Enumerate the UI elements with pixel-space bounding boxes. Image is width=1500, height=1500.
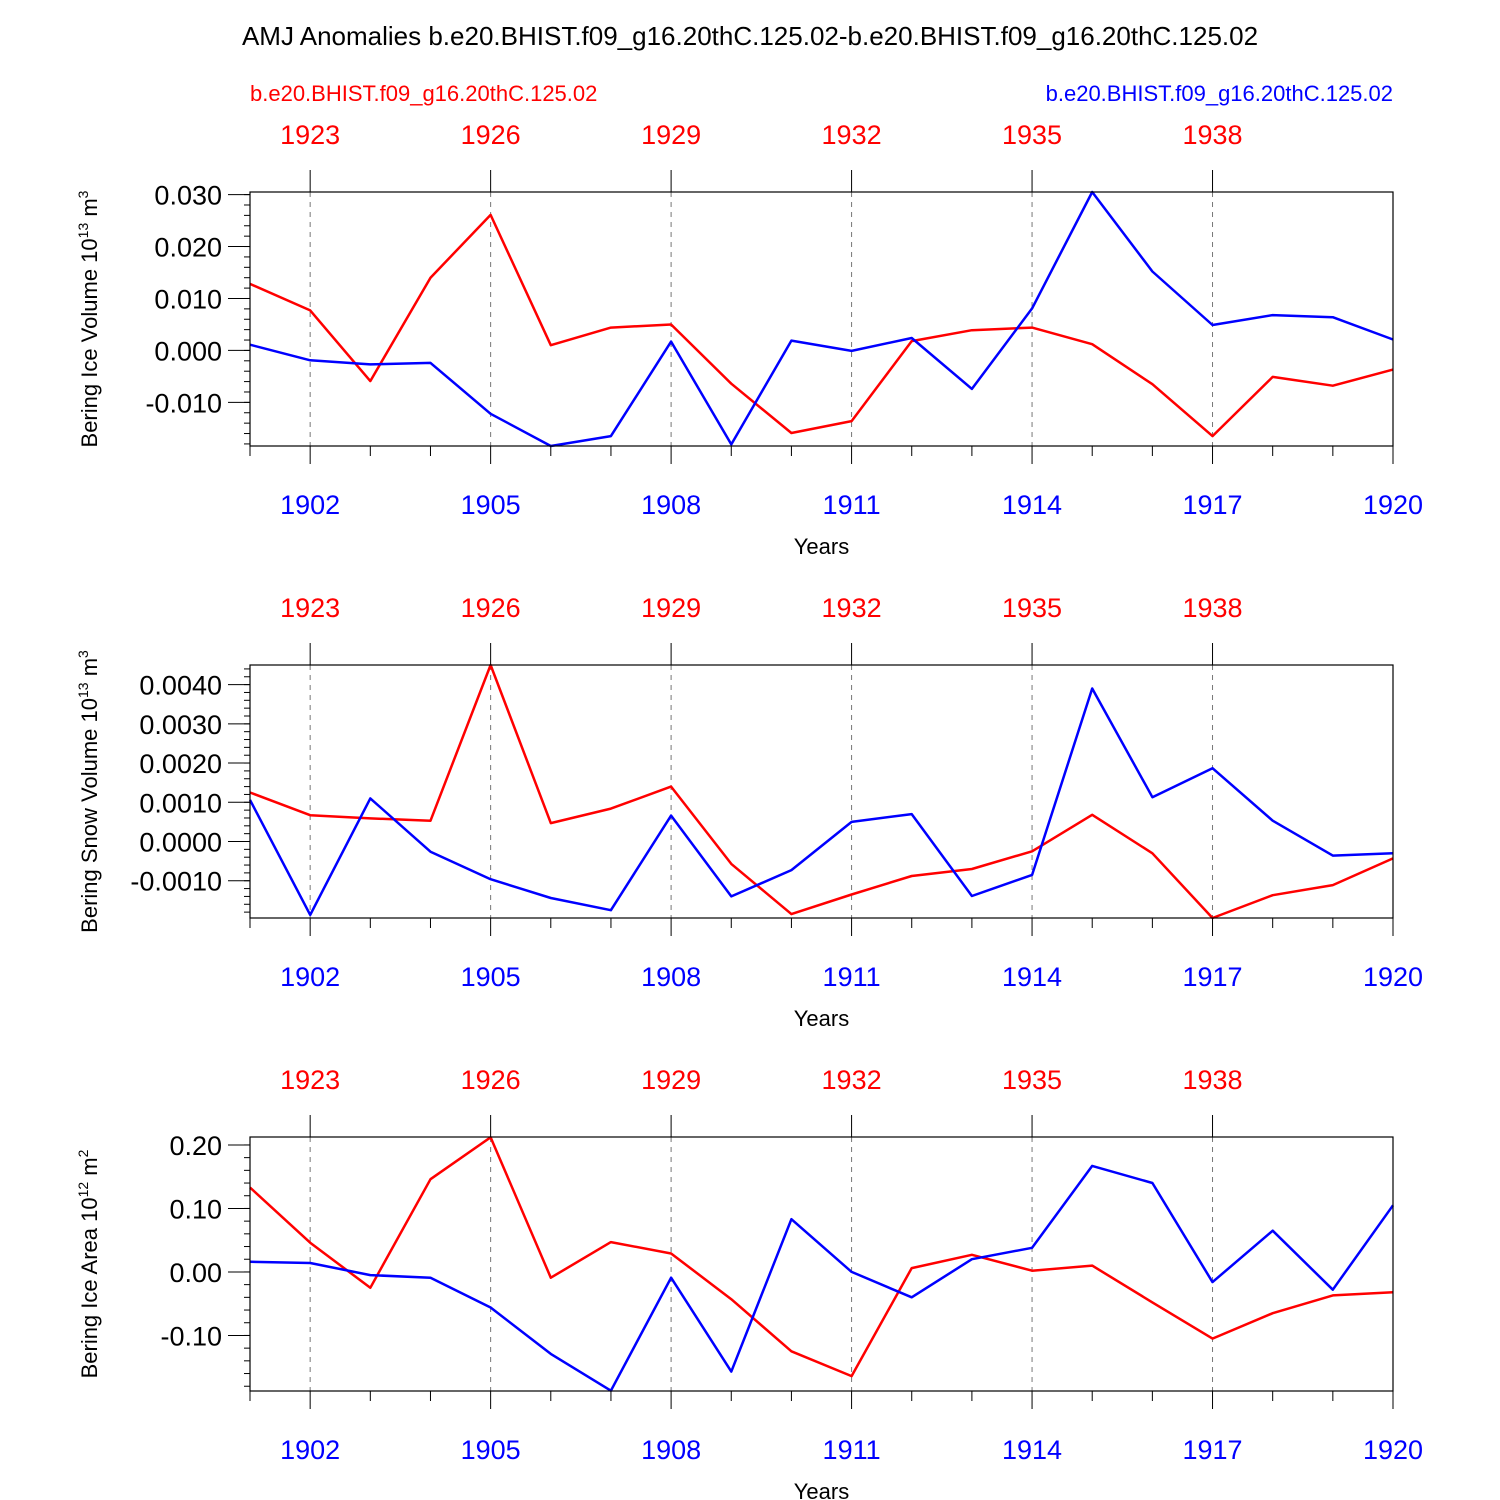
y-axis-label-exponent: 3 [75, 650, 91, 658]
y-axis-label: Bering Snow Volume 1013 m3 [75, 650, 102, 933]
y-axis-label-part: Bering Ice Area 10 [77, 1197, 102, 1378]
series-line-blue [249, 1164, 1395, 1392]
panel-ice-area: 1902 1905 1908 1911 1914 1917 1920 1923 1926 1929… [75, 1065, 1423, 1500]
x-tick-label-bottom: 1902 [280, 1435, 340, 1465]
x-axis-label: Years [794, 1479, 849, 1500]
x-tick-label-bottom: 1902 [280, 962, 340, 992]
x-tick-label-bottom: 1908 [641, 1435, 701, 1465]
y-axis-label-part: m [77, 198, 102, 222]
y-axis-label-part: m [77, 1157, 102, 1181]
y-axis-label-exponent: 13 [75, 682, 91, 698]
series-line-red [249, 663, 1394, 920]
x-tick-label-bottom: 1908 [641, 490, 701, 520]
y-tick-label: 0.0010 [139, 788, 222, 818]
x-axis-label: Years [794, 534, 849, 559]
x-tick-label-bottom: 1920 [1363, 1435, 1423, 1465]
x-tick-label-bottom: 1914 [1002, 962, 1062, 992]
y-tick-label: 0.010 [154, 284, 222, 314]
x-tick-label-bottom: 1920 [1363, 490, 1423, 520]
x-tick-label-bottom: 1917 [1182, 962, 1242, 992]
y-tick-label: 0.0020 [139, 749, 222, 779]
x-tick-label-bottom: 1920 [1363, 962, 1423, 992]
y-tick-label: -0.10 [160, 1321, 222, 1351]
legend-left-label: b.e20.BHIST.f09_g16.20thC.125.02 [250, 81, 597, 106]
plot-frame [249, 191, 1394, 447]
y-axis-label-exponent: 2 [75, 1149, 91, 1157]
x-tick-label-bottom: 1908 [641, 962, 701, 992]
x-tick-label-top: 1926 [461, 593, 521, 623]
x-tick-label-top: 1935 [1002, 120, 1062, 150]
x-tick-label-bottom: 1911 [823, 962, 881, 992]
x-tick-label-bottom: 1917 [1182, 1435, 1242, 1465]
x-tick-label-top: 1932 [822, 1065, 882, 1095]
series-line-blue [249, 190, 1394, 448]
x-tick-label-top: 1923 [280, 1065, 340, 1095]
x-tick-label-top: 1929 [641, 120, 701, 150]
y-tick-label: 0.020 [154, 233, 222, 263]
y-tick-label: 0.000 [154, 336, 222, 366]
series-line-red [249, 1136, 1394, 1378]
x-tick-label-top: 1929 [641, 593, 701, 623]
x-tick-label-top: 1923 [280, 120, 340, 150]
y-tick-label: 0.0000 [139, 828, 222, 858]
x-tick-label-bottom: 1914 [1002, 1435, 1062, 1465]
y-axis-label-part: m [77, 658, 102, 682]
y-axis-label: Bering Ice Volume 1013 m3 [75, 190, 102, 447]
x-tick-label-bottom: 1902 [280, 490, 340, 520]
x-tick-label-top: 1926 [461, 1065, 521, 1095]
x-tick-label-top: 1935 [1002, 593, 1062, 623]
x-tick-label-bottom: 1911 [823, 1435, 881, 1465]
panel-snow-volume: 1902 1905 1908 1911 1914 1917 1920 1923 1926 1929… [75, 593, 1423, 1031]
y-tick-label: 0.0030 [139, 710, 222, 740]
x-tick-label-top: 1929 [641, 1065, 701, 1095]
x-tick-label-top: 1935 [1002, 1065, 1062, 1095]
y-axis-label-part: Bering Ice Volume 10 [77, 238, 102, 447]
x-tick-label-top: 1926 [461, 120, 521, 150]
x-tick-label-top: 1938 [1182, 120, 1242, 150]
x-tick-label-top: 1923 [280, 593, 340, 623]
y-axis-label-exponent: 12 [75, 1182, 91, 1198]
y-tick-label: 0.10 [169, 1194, 222, 1224]
x-tick-label-bottom: 1905 [461, 1435, 521, 1465]
plot-frame [249, 664, 1394, 919]
x-tick-label-bottom: 1911 [823, 490, 881, 520]
x-tick-label-bottom: 1905 [461, 490, 521, 520]
legend-right-label: b.e20.BHIST.f09_g16.20thC.125.02 [1046, 81, 1393, 106]
y-axis-label-exponent: 13 [75, 223, 91, 239]
x-tick-label-bottom: 1914 [1002, 490, 1062, 520]
figure-title: AMJ Anomalies b.e20.BHIST.f09_g16.20thC.… [242, 21, 1258, 51]
y-axis-label-exponent: 3 [75, 190, 91, 198]
x-tick-label-top: 1938 [1182, 1065, 1242, 1095]
y-tick-label: 0.20 [169, 1131, 222, 1161]
y-tick-label: 0.00 [169, 1258, 222, 1288]
y-axis-label: Bering Ice Area 1012 m2 [75, 1149, 102, 1378]
x-tick-label-bottom: 1917 [1182, 490, 1242, 520]
x-tick-label-top: 1932 [822, 593, 882, 623]
x-tick-label-top: 1932 [822, 120, 882, 150]
y-axis-label-part: Bering Snow Volume 10 [77, 698, 102, 933]
series-line-red [249, 213, 1394, 438]
plot-frame [249, 1136, 1394, 1392]
panel-ice-volume: 1902 1905 1908 1911 1914 1917 1920 1923 1926 1929… [75, 120, 1423, 559]
series-line-blue [248, 687, 1394, 917]
y-tick-label: 0.0040 [139, 671, 222, 701]
y-tick-label: -0.0010 [130, 867, 222, 897]
x-axis-label: Years [794, 1006, 849, 1031]
x-tick-label-bottom: 1905 [461, 962, 521, 992]
y-tick-label: 0.030 [154, 181, 222, 211]
y-tick-label: -0.010 [145, 388, 222, 418]
x-tick-label-top: 1938 [1182, 593, 1242, 623]
